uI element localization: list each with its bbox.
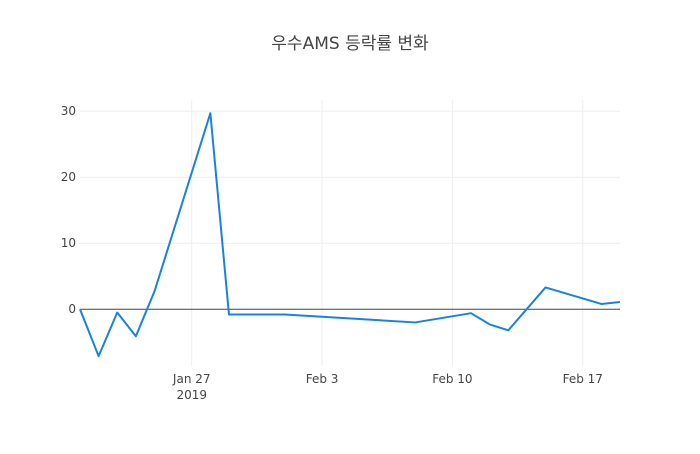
y-tick-label: 20 xyxy=(61,170,76,184)
y-tick-label: 10 xyxy=(61,236,76,250)
x-tick-label: Jan 27 2019 xyxy=(172,372,211,402)
x-tick-label: Feb 17 xyxy=(563,372,603,386)
y-tick-label: 0 xyxy=(68,302,76,316)
chart-title: 우수AMS 등락률 변화 xyxy=(271,34,429,54)
y-tick-label: 30 xyxy=(61,104,76,118)
x-tick-label: Feb 10 xyxy=(432,372,472,386)
line xyxy=(79,112,621,358)
x-tick-label: Feb 3 xyxy=(306,372,339,386)
